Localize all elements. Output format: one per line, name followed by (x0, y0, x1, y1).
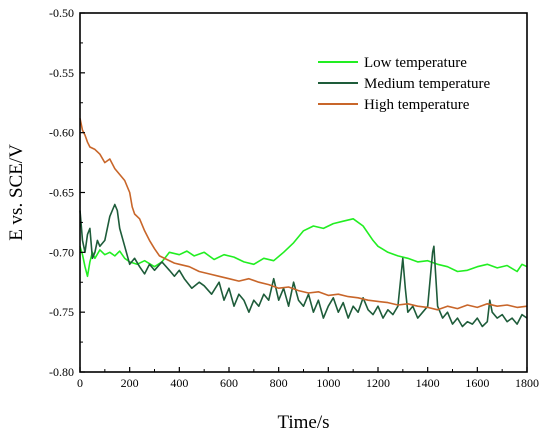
series-layer (79, 118, 528, 328)
legend-label-high-temperature: High temperature (364, 97, 470, 113)
x-tick-label: 800 (270, 376, 288, 390)
y-axis-ticks: -0.50 -0.55 -0.60 -0.65 -0.70 -0.75 -0.80 (49, 6, 85, 379)
series-line-low-temperature (79, 218, 528, 278)
x-axis-ticks: 0 200 400 600 800 1000 1200 1400 1600 1800 (77, 367, 539, 390)
x-tick-label: 1600 (465, 376, 489, 390)
y-axis-title: E vs. SCE/V (6, 144, 27, 241)
y-tick-label: -0.50 (49, 6, 74, 20)
x-axis-title: Time/s (277, 412, 329, 433)
series-line-medium-temperature (79, 203, 528, 328)
y-tick-label: -0.55 (49, 66, 74, 80)
y-tick-label: -0.75 (49, 305, 74, 319)
x-tick-label: 600 (220, 376, 238, 390)
x-tick-label: 1800 (515, 376, 539, 390)
y-tick-label: -0.70 (49, 245, 74, 259)
x-tick-label: 400 (170, 376, 188, 390)
y-tick-label: -0.80 (49, 365, 74, 379)
legend-label-medium-temperature: Medium temperature (364, 76, 491, 92)
y-tick-label: -0.65 (49, 186, 74, 200)
x-tick-label: 200 (121, 376, 139, 390)
x-tick-label: 1200 (366, 376, 390, 390)
series-line-high-temperature (79, 118, 528, 311)
x-tick-label: 1400 (416, 376, 440, 390)
x-tick-label: 0 (77, 376, 83, 390)
legend: Low temperature Medium temperature High te… (318, 55, 491, 113)
legend-label-low-temperature: Low temperature (364, 55, 467, 71)
y-tick-label: -0.60 (49, 126, 74, 140)
x-tick-label: 1000 (316, 376, 340, 390)
